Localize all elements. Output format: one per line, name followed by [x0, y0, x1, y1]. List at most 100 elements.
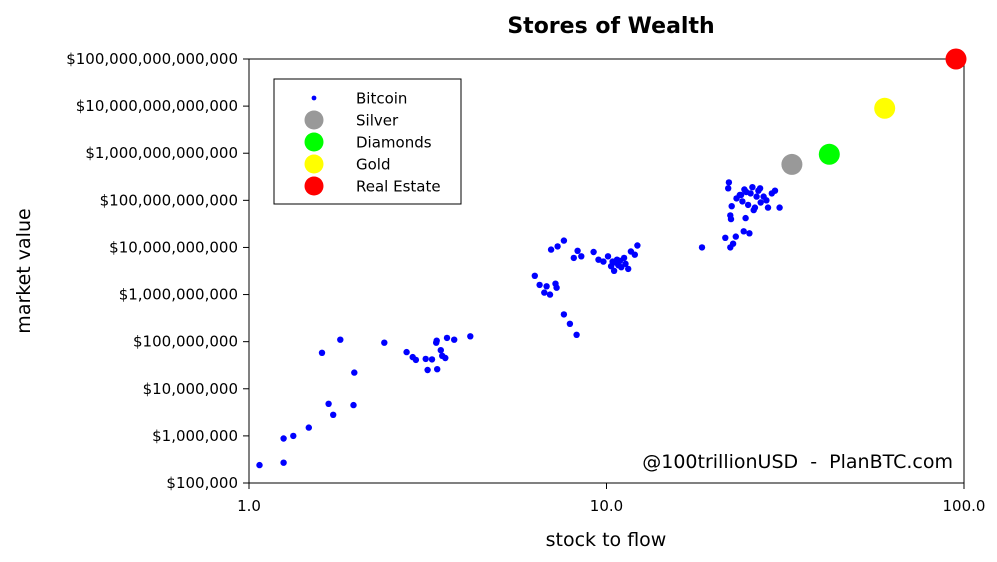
bitcoin-point: [351, 369, 358, 376]
bitcoin-point: [547, 246, 555, 253]
bitcoin-point: [753, 193, 760, 200]
x-tick-label: 10.0: [590, 497, 623, 515]
bitcoin-point: [634, 242, 641, 249]
bitcoin-point: [590, 248, 597, 256]
bitcoin-point: [744, 201, 752, 209]
bitcoin-point: [727, 215, 735, 223]
legend-marker-silver: [304, 110, 324, 130]
y-tick-label: $100,000: [166, 474, 238, 492]
y-tick-label: $10,000,000,000,000: [76, 97, 238, 115]
y-axis-label: market value: [13, 208, 35, 333]
bitcoin-point: [610, 267, 618, 274]
bitcoin-point: [625, 265, 632, 273]
diamonds-point: [818, 143, 840, 165]
bitcoin-point: [566, 320, 574, 327]
bitcoin-point: [742, 214, 749, 222]
bitcoin-point: [732, 233, 739, 240]
bitcoin-point: [280, 459, 287, 466]
bitcoin-point: [433, 337, 440, 344]
y-axis-ticks: $100,000 $1,000,000 $10,000,000 $100,000,00…: [66, 50, 249, 492]
legend-marker-bitcoin: [311, 95, 317, 101]
legend-label-silver: Silver: [356, 112, 399, 130]
bitcoin-point: [337, 336, 344, 343]
bitcoin-point: [771, 187, 779, 194]
bitcoin-point: [442, 354, 449, 362]
bitcoin-point: [541, 289, 548, 296]
legend-label-diamonds: Diamonds: [356, 134, 432, 152]
y-tick-label: $1,000,000,000,000: [85, 144, 238, 162]
x-axis-label: stock to flow: [546, 529, 667, 551]
bitcoin-point: [554, 243, 561, 250]
watermark-annotation: @100trillionUSD - PlanBTC.com: [642, 451, 953, 473]
bitcoin-point: [437, 347, 444, 354]
bitcoin-point: [570, 254, 577, 262]
legend-marker-diamonds: [304, 132, 324, 152]
bitcoin-point: [776, 204, 783, 211]
bitcoin-point: [574, 247, 581, 254]
y-tick-label: $100,000,000,000,000: [66, 50, 238, 68]
bitcoin-point: [739, 198, 746, 205]
bitcoin-point: [728, 203, 735, 210]
bitcoin-point: [737, 191, 745, 199]
bitcoin-point: [560, 237, 568, 244]
bitcoin-point: [757, 199, 764, 206]
legend-label-gold: Gold: [356, 156, 391, 174]
y-tick-label: $100,000,000,000: [100, 191, 238, 209]
bitcoin-point: [424, 366, 431, 374]
legend-label-bitcoin: Bitcoin: [356, 90, 407, 108]
bitcoin-point: [325, 400, 332, 407]
bitcoin-point: [764, 204, 772, 211]
bitcoin-point: [451, 336, 458, 343]
bitcoin-point: [553, 284, 560, 291]
x-tick-label: 100.0: [943, 497, 986, 515]
y-tick-label: $10,000,000: [143, 380, 238, 398]
gold-point: [874, 97, 896, 119]
bitcoin-point: [428, 356, 436, 363]
bitcoin-point: [622, 260, 629, 267]
bitcoin-point: [443, 334, 451, 342]
bitcoin-point: [412, 356, 420, 364]
bitcoin-point: [305, 424, 312, 431]
real-estate-point: [945, 48, 967, 70]
bitcoin-point: [531, 272, 538, 279]
bitcoin-point: [756, 185, 764, 192]
bitcoin-point: [573, 331, 580, 338]
chart-title: Stores of Wealth: [507, 14, 714, 39]
plot-area-frame: [248, 58, 965, 484]
bitcoin-point: [600, 258, 607, 265]
bitcoin-point: [280, 435, 287, 442]
bitcoin-point: [604, 253, 612, 260]
bitcoin-point: [743, 188, 750, 196]
x-tick-label: 1.0: [237, 497, 261, 515]
bitcoin-point: [536, 281, 543, 289]
bitcoin-point: [578, 253, 585, 260]
bitcoin-point: [595, 256, 602, 263]
bitcoin-point: [290, 432, 297, 440]
bitcoin-point: [740, 228, 747, 235]
bitcoin-point: [318, 349, 326, 356]
bitcoin-point: [729, 240, 737, 247]
bitcoin-point: [725, 185, 732, 192]
bitcoin-point: [763, 197, 770, 204]
bitcoin-point: [631, 251, 638, 258]
bitcoin-point: [546, 291, 554, 298]
legend-label-real-estate: Real Estate: [356, 178, 441, 196]
bitcoin-point: [381, 339, 388, 346]
bitcoin-point: [403, 348, 410, 356]
bitcoin-point: [330, 411, 337, 418]
y-tick-label: $1,000,000: [152, 427, 238, 445]
legend-marker-real-estate: [304, 176, 324, 196]
bitcoin-point: [434, 366, 441, 373]
bitcoin-point: [560, 311, 568, 318]
y-tick-label: $10,000,000,000: [109, 238, 238, 256]
bitcoin-point: [725, 179, 733, 186]
silver-point: [781, 153, 803, 175]
y-tick-label: $100,000,000: [133, 333, 238, 351]
bitcoin-point: [698, 244, 706, 251]
data-points: [256, 48, 967, 469]
legend-marker-gold: [304, 154, 324, 174]
y-tick-label: $1,000,000,000: [119, 286, 238, 304]
bitcoin-point: [749, 184, 756, 191]
bitcoin-point: [256, 461, 263, 469]
